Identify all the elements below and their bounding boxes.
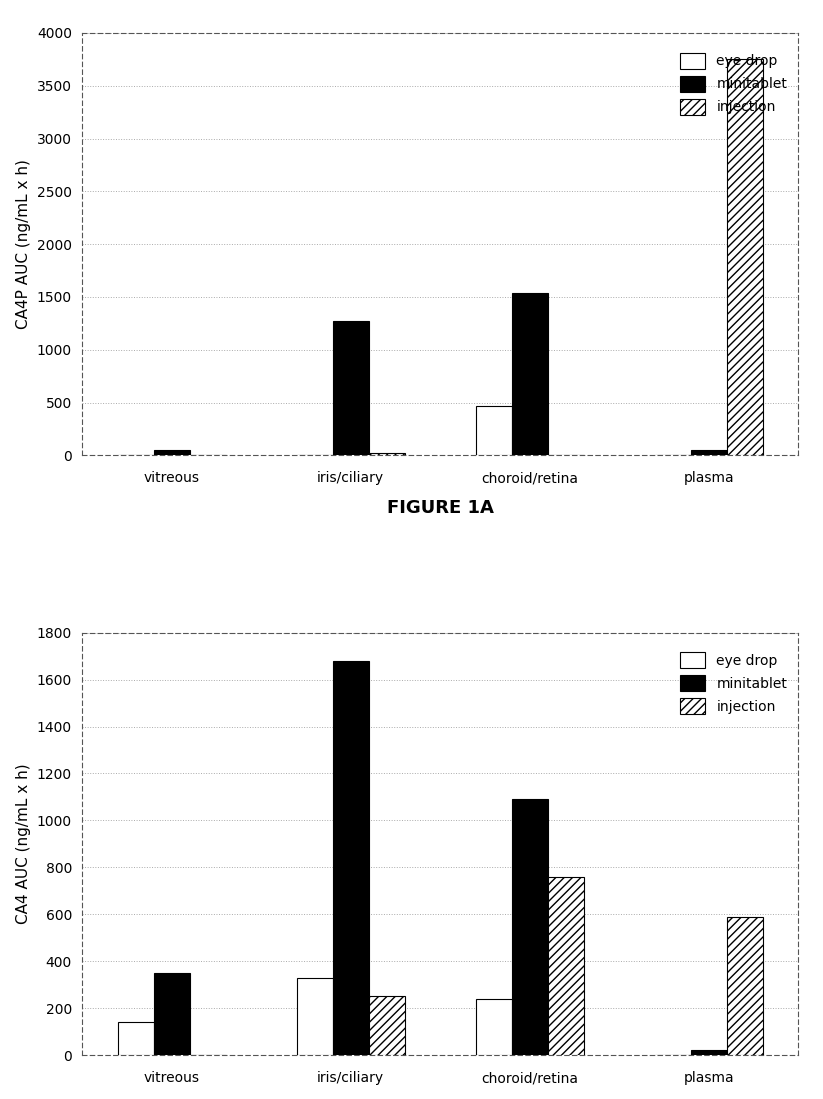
Text: FIGURE 1A: FIGURE 1A: [387, 499, 494, 518]
Bar: [512, 799, 548, 1055]
Legend: eye drop, minitablet, injection: eye drop, minitablet, injection: [676, 648, 792, 719]
Bar: [512, 292, 548, 455]
Bar: [476, 406, 512, 455]
Bar: [332, 321, 369, 455]
Bar: [154, 449, 189, 455]
Bar: [154, 973, 189, 1055]
Bar: [727, 917, 762, 1055]
Legend: eye drop, minitablet, injection: eye drop, minitablet, injection: [676, 48, 792, 119]
Bar: [119, 1022, 154, 1055]
Bar: [690, 1051, 727, 1055]
Y-axis label: CA4P AUC (ng/mL x h): CA4P AUC (ng/mL x h): [16, 159, 31, 329]
Bar: [332, 660, 369, 1055]
Y-axis label: CA4 AUC (ng/mL x h): CA4 AUC (ng/mL x h): [16, 764, 31, 924]
Bar: [369, 997, 404, 1055]
Bar: [548, 877, 584, 1055]
Bar: [369, 453, 404, 455]
Bar: [727, 59, 762, 455]
Bar: [476, 999, 512, 1055]
Bar: [297, 978, 332, 1055]
Bar: [690, 449, 727, 455]
